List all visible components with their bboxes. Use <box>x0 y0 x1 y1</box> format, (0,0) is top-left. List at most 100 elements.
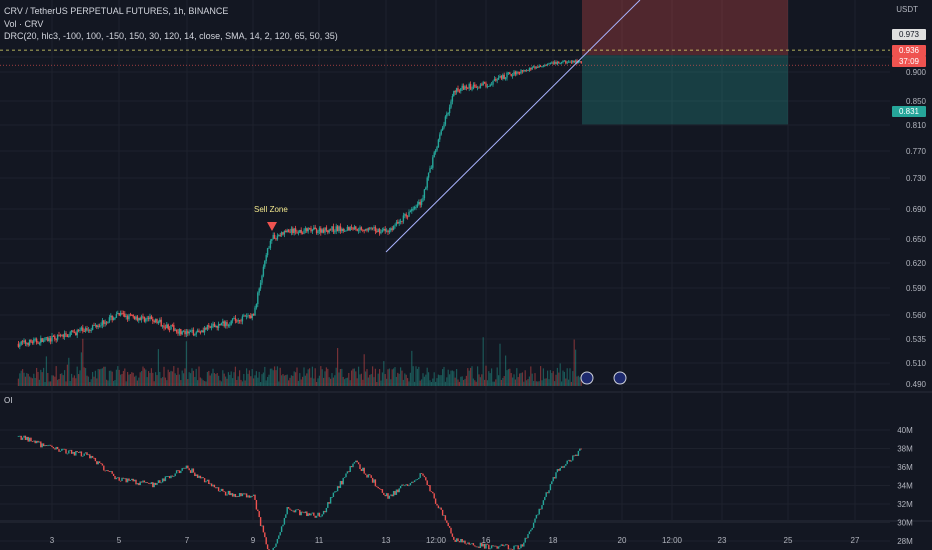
volume-bar <box>218 375 220 386</box>
volume-bar <box>295 372 297 386</box>
volume-bar <box>395 376 397 386</box>
volume-bar <box>408 381 410 386</box>
price-candle <box>455 88 458 93</box>
volume-bar <box>299 373 301 386</box>
oi-candle <box>252 494 255 496</box>
oi-candle <box>499 545 501 547</box>
price-candle <box>139 318 141 320</box>
price-candle <box>551 62 553 64</box>
oi-candle <box>497 546 500 549</box>
volume-bar <box>521 372 523 386</box>
price-candle <box>199 331 202 333</box>
oi-candle <box>118 477 120 481</box>
volume-bar <box>236 379 238 386</box>
volume-bar <box>206 371 208 386</box>
volume-bar <box>538 381 540 386</box>
price-candle <box>406 216 409 218</box>
volume-bar <box>162 377 164 386</box>
currency-label: USDT <box>896 5 918 14</box>
oi-candle <box>408 485 410 487</box>
oi-candle <box>261 525 263 527</box>
price-candle <box>556 61 559 65</box>
oi-candle <box>377 486 379 489</box>
volume-bar <box>528 376 530 386</box>
volume-bar <box>337 348 339 386</box>
price-candle <box>177 331 179 334</box>
volume-bar <box>68 357 70 386</box>
oi-candle <box>175 470 178 474</box>
oi-candle <box>89 454 91 459</box>
price-candle <box>328 229 330 233</box>
price-candle <box>226 322 228 326</box>
oi-candle <box>524 537 526 543</box>
price-candle <box>30 339 32 342</box>
volume-bar <box>138 377 140 386</box>
volume-bar <box>289 377 291 386</box>
volume-bar <box>184 368 186 386</box>
volume-bar <box>104 366 106 386</box>
price-candle <box>492 80 494 85</box>
volume-bar <box>442 369 444 386</box>
volume-bar <box>444 381 446 386</box>
price-candle <box>66 334 69 338</box>
volume-bar <box>199 377 201 386</box>
volume-bar <box>310 377 312 386</box>
volume-bar <box>554 381 556 386</box>
price-candle <box>184 330 186 335</box>
oi-candle <box>356 460 358 463</box>
volume-bar <box>47 372 49 386</box>
oi-candle <box>275 543 277 547</box>
oi-candle <box>173 476 175 477</box>
price-candle <box>558 61 560 64</box>
oi-candle <box>390 494 392 496</box>
volume-bar <box>220 381 222 386</box>
volume-bar <box>83 367 85 386</box>
price-candle <box>259 282 262 289</box>
oi-candle <box>518 548 521 550</box>
oi-candle <box>150 482 153 485</box>
volume-bar <box>317 378 319 386</box>
oi-candle <box>55 446 57 450</box>
volume-bar <box>124 368 126 386</box>
oi-candle <box>289 508 291 510</box>
oi-candle <box>341 480 343 485</box>
price-candle <box>44 337 46 341</box>
price-candle <box>308 228 311 230</box>
price-candle <box>35 338 38 343</box>
volume-bar <box>533 380 535 386</box>
volume-bar <box>262 372 264 386</box>
oi-candle <box>359 464 361 470</box>
volume-bar <box>118 369 120 386</box>
oi-candle <box>511 549 514 550</box>
price-candle <box>136 316 139 321</box>
oi-candle <box>299 509 301 516</box>
oi-candle <box>391 494 393 497</box>
oi-candle <box>194 472 196 477</box>
oi-candle <box>181 468 183 471</box>
oi-candle <box>556 469 559 473</box>
oi-candle <box>535 514 538 519</box>
price-candle <box>195 332 197 335</box>
countdown-tag: 37:09 <box>892 56 926 67</box>
oi-candle <box>418 477 420 480</box>
price-candle <box>444 116 447 125</box>
oi-candle <box>185 465 188 469</box>
price-candle <box>220 323 223 326</box>
price-candle <box>377 229 379 232</box>
volume-bar <box>257 377 259 386</box>
volume-bar <box>527 379 529 386</box>
price-candle <box>476 87 479 89</box>
volume-bar <box>488 371 490 386</box>
volume-bar <box>384 374 386 386</box>
price-candle <box>446 113 448 117</box>
volume-bar <box>381 372 383 386</box>
oi-candle <box>227 490 230 495</box>
volume-bar <box>397 372 399 386</box>
volume-bar <box>59 373 61 386</box>
oi-candle <box>308 513 311 516</box>
volume-bar <box>360 373 362 386</box>
price-candle <box>188 331 190 334</box>
price-candle <box>160 319 162 327</box>
volume-bar <box>96 378 98 386</box>
